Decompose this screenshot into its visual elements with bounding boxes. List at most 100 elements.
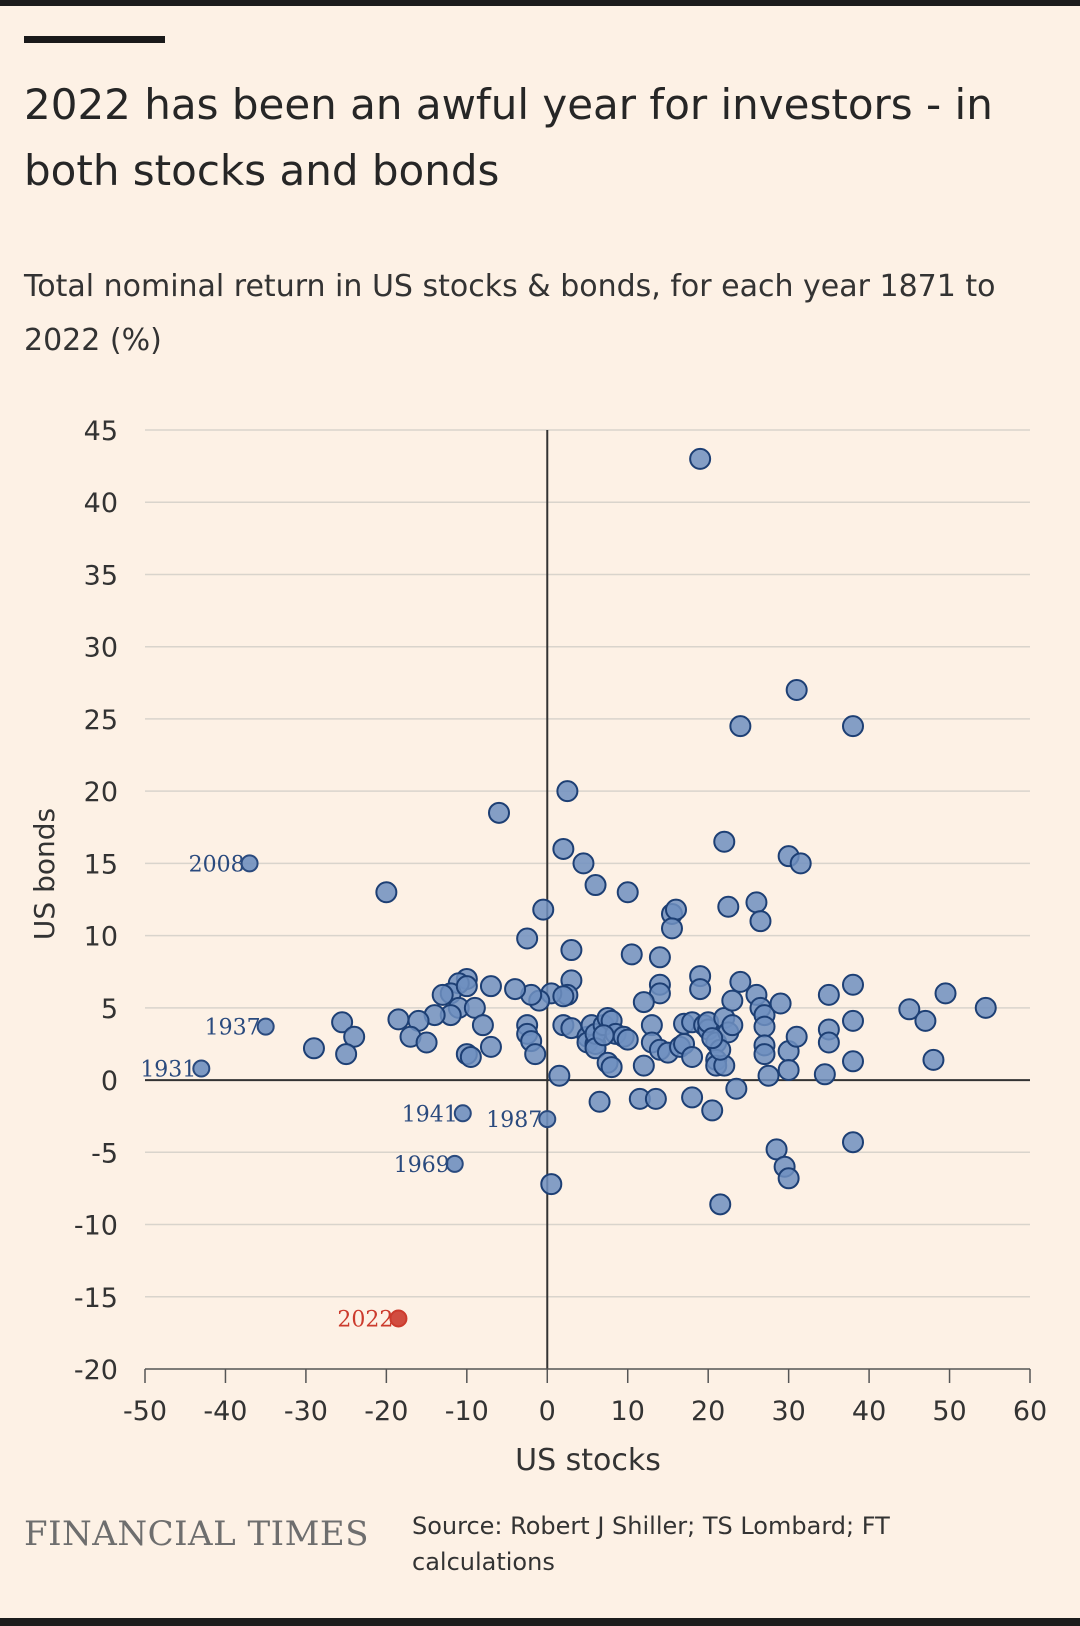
y-tick-label: 5 — [101, 994, 118, 1025]
y-tick-label: 45 — [84, 416, 118, 447]
x-tick-label: 10 — [611, 1396, 645, 1427]
data-point — [842, 1131, 864, 1154]
y-tick-label: 25 — [84, 705, 118, 736]
year-label: 2008 — [189, 852, 245, 877]
data-point — [616, 1028, 639, 1051]
data-point — [331, 1011, 354, 1034]
data-point — [717, 895, 740, 918]
data-point — [842, 1009, 864, 1032]
data-point — [600, 1056, 623, 1079]
year-label: 1941 — [402, 1102, 458, 1127]
x-tick-label: -50 — [123, 1396, 167, 1427]
data-point — [632, 1054, 655, 1077]
data-point — [701, 1027, 724, 1050]
x-tick-label: -10 — [445, 1396, 489, 1427]
data-point — [560, 939, 583, 962]
x-tick-label: 0 — [539, 1396, 556, 1427]
data-point — [777, 1167, 800, 1190]
data-point — [584, 874, 607, 897]
source-note: Source: Robert J Shiller; TS Lombard; FT… — [412, 1512, 890, 1576]
data-point — [552, 985, 575, 1008]
data-point — [415, 1031, 438, 1054]
y-tick-label: 35 — [84, 560, 118, 591]
chart-card: 2022 has been an awful year for investor… — [0, 6, 1080, 1618]
data-point — [934, 982, 957, 1005]
data-point — [681, 1086, 704, 1109]
data-point — [729, 970, 752, 993]
year-label: 1969 — [394, 1153, 450, 1178]
data-point — [745, 891, 768, 914]
data-point — [488, 801, 510, 824]
data-point — [556, 780, 579, 803]
data-point — [922, 1048, 945, 1071]
data-points — [192, 447, 997, 1328]
brand-logo: FINANCIAL TIMES — [24, 1514, 369, 1554]
year-label: 1987 — [486, 1108, 542, 1133]
data-point — [335, 1043, 358, 1066]
data-point — [532, 898, 555, 921]
data-point — [592, 1024, 615, 1047]
data-point — [479, 1035, 502, 1058]
data-point — [729, 715, 752, 738]
x-tick-label: 50 — [932, 1396, 966, 1427]
data-point — [632, 991, 655, 1014]
x-tick-label: -20 — [364, 1396, 408, 1427]
data-point — [817, 1031, 840, 1054]
y-tick-label: 40 — [84, 488, 118, 519]
data-point — [431, 983, 454, 1006]
y-tick-label: -15 — [74, 1283, 118, 1314]
y-tick-label: -20 — [74, 1355, 118, 1386]
data-point — [665, 898, 687, 921]
data-point — [540, 1173, 563, 1196]
data-point — [813, 1063, 836, 1086]
year-label: 1931 — [140, 1058, 196, 1083]
data-point — [749, 910, 772, 933]
data-point — [914, 1009, 937, 1032]
point-labels: 2008 1937 1931 1941 1987 1969 2022 — [140, 852, 542, 1332]
y-tick-label: 20 — [84, 777, 118, 808]
labeled-point — [453, 1104, 472, 1123]
data-point — [817, 983, 840, 1006]
data-point — [689, 978, 712, 1001]
data-point — [701, 1099, 724, 1122]
data-point — [681, 1045, 704, 1068]
data-point — [459, 1045, 482, 1068]
y-tick-label: -10 — [74, 1211, 118, 1242]
data-point — [588, 1090, 611, 1113]
data-point — [842, 1050, 864, 1073]
data-point — [552, 837, 575, 860]
chart-title: 2022 has been an awful year for investor… — [24, 80, 993, 195]
data-point — [777, 1058, 800, 1081]
labeled-point — [192, 1059, 211, 1078]
data-point — [616, 881, 639, 904]
data-point — [660, 917, 683, 940]
y-tick-label: 0 — [101, 1066, 118, 1097]
data-point — [548, 1064, 571, 1087]
data-point — [898, 998, 921, 1021]
data-point — [302, 1037, 325, 1060]
gridlines — [145, 429, 1030, 1298]
data-point — [721, 989, 744, 1012]
y-tick-label: 10 — [84, 922, 118, 953]
data-point — [620, 943, 643, 966]
y-tick-label: -5 — [91, 1138, 118, 1169]
data-point — [572, 852, 595, 875]
data-point — [479, 975, 502, 998]
x-tick-label: -30 — [284, 1396, 328, 1427]
data-point — [842, 715, 864, 738]
x-tick-label: 60 — [1013, 1396, 1047, 1427]
labeled-point — [538, 1110, 557, 1129]
data-point — [387, 1008, 410, 1031]
data-point — [455, 975, 478, 998]
data-point — [842, 973, 864, 996]
y-tick-label: 30 — [84, 633, 118, 664]
data-point — [709, 1193, 732, 1216]
data-point — [753, 1015, 776, 1038]
x-tick-label: 30 — [771, 1396, 805, 1427]
data-point — [524, 1043, 547, 1066]
data-point — [725, 1077, 748, 1100]
data-point — [375, 881, 398, 904]
x-axis-label: US stocks — [515, 1443, 661, 1478]
highlight-year-label: 2022 — [337, 1307, 393, 1332]
data-point — [644, 1087, 667, 1110]
